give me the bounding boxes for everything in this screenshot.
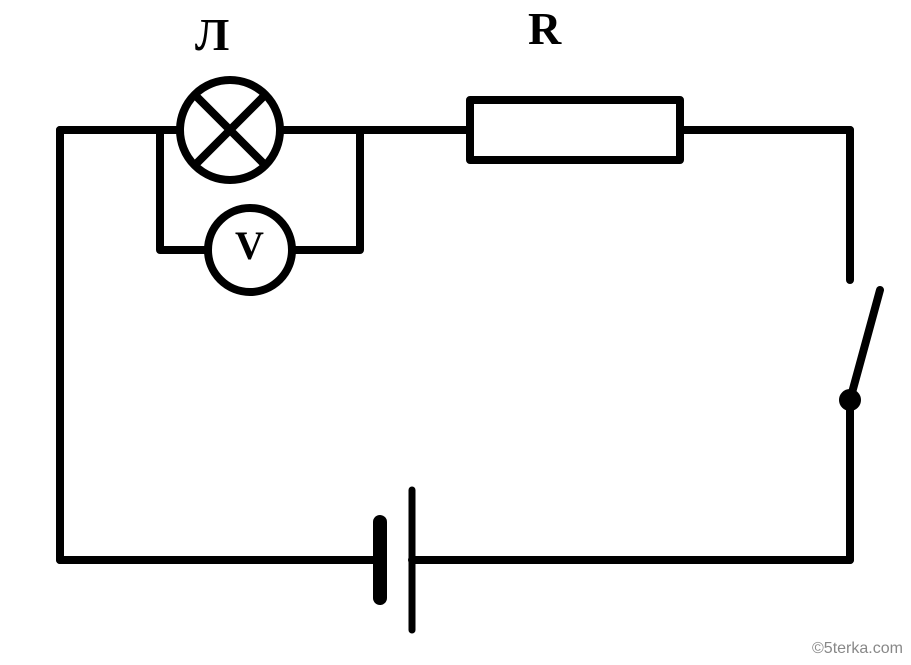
voltmeter-label: V [235,222,264,269]
watermark-text: ©5terka.com [812,640,903,658]
lamp-label: Л [195,8,229,61]
resistor-symbol [470,100,680,160]
resistor-label: R [528,2,561,55]
circuit-diagram [0,0,911,665]
switch-lever [850,290,880,400]
volt-branch-right [292,130,360,250]
